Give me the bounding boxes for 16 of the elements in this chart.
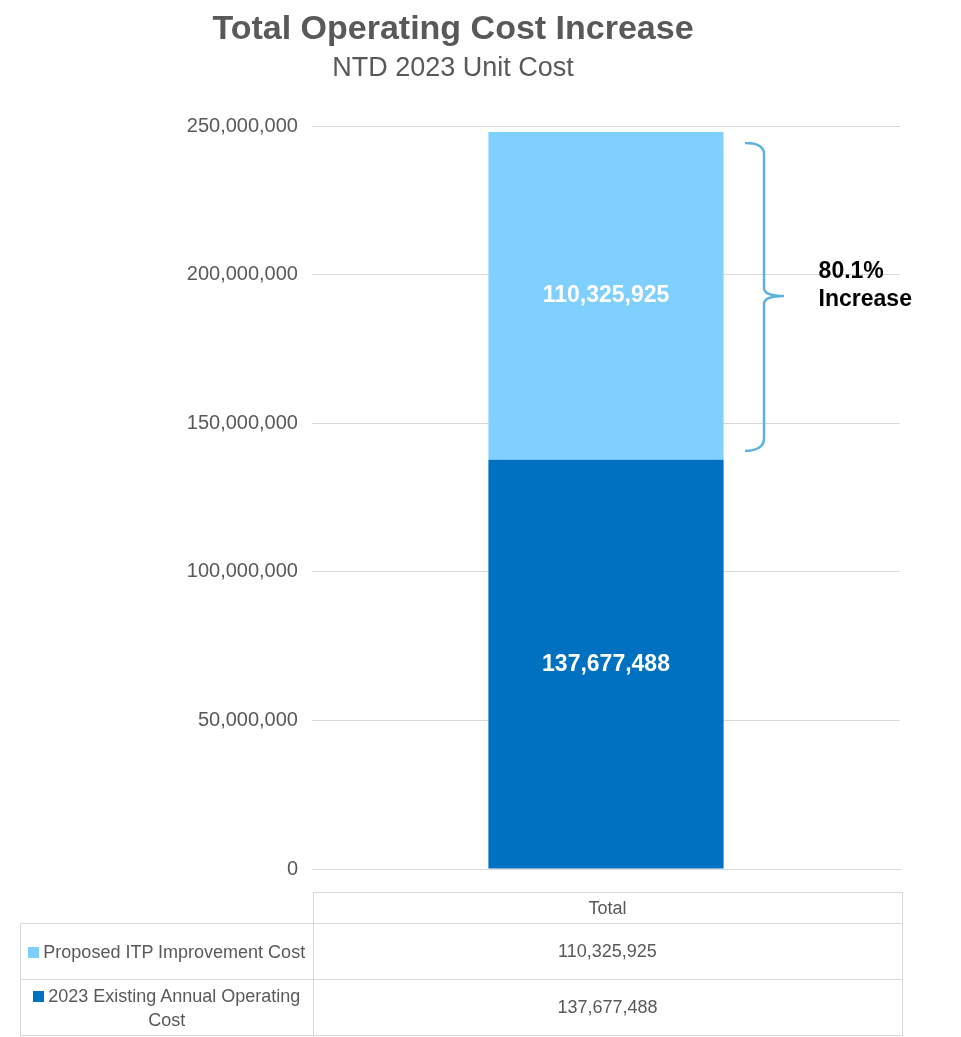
annotation: 80.1% Increase — [818, 255, 913, 312]
x-tick-label: Total — [313, 892, 902, 924]
y-tick-label: 200,000,000 — [186, 262, 298, 285]
legend-label: 2023 Existing Annual Operating Cost — [20, 979, 313, 1036]
legend-label: Proposed ITP Improvement Cost — [20, 923, 313, 980]
chart-title: Total Operating Cost Increase — [211, 8, 695, 47]
y-tick-label: 50,000,000 — [197, 707, 298, 730]
y-tick-label: 0 — [286, 856, 298, 879]
chart-subtitle: NTD 2023 Unit Cost — [331, 52, 575, 83]
data-label: 110,325,925 — [542, 281, 670, 308]
data-label: 137,677,488 — [542, 649, 671, 676]
text: 110,325,925 — [558, 941, 657, 961]
y-tick-label: 250,000,000 — [186, 113, 298, 136]
y-tick-label: 150,000,000 — [186, 410, 298, 433]
text: 137,677,488 — [557, 997, 658, 1017]
y-tick-label: 100,000,000 — [186, 559, 298, 582]
